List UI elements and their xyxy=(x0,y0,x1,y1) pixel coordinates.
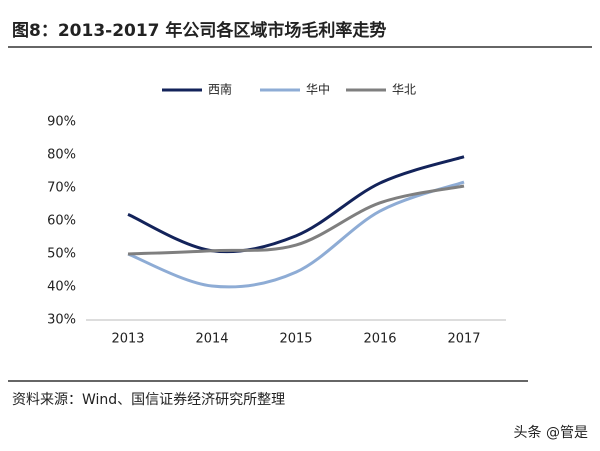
x-tick-label: 2014 xyxy=(195,332,228,347)
x-tick-label: 2017 xyxy=(447,332,480,347)
y-tick-label: 30% xyxy=(47,313,76,328)
y-tick-label: 70% xyxy=(47,181,76,196)
series-line xyxy=(127,184,465,256)
legend-label: 西南 xyxy=(208,82,232,97)
x-tick-label: 2016 xyxy=(363,332,396,347)
x-tick-label: 2015 xyxy=(279,332,312,347)
series-line xyxy=(127,155,465,254)
y-tick-label: 80% xyxy=(47,148,76,163)
y-tick-label: 40% xyxy=(47,280,76,295)
x-tick-label: 2013 xyxy=(111,332,144,347)
source-note: 资料来源：Wind、国信证券经济研究所整理 xyxy=(12,392,285,408)
chart-title: 图8：2013-2017 年公司各区域市场毛利率走势 xyxy=(12,20,386,41)
y-tick-label: 60% xyxy=(47,214,76,229)
legend-label: 华中 xyxy=(306,82,330,97)
series-line xyxy=(127,180,465,289)
watermark: 头条 @管是 xyxy=(514,424,588,441)
legend-label: 华北 xyxy=(392,83,416,97)
y-tick-label: 90% xyxy=(47,115,76,130)
y-tick-label: 50% xyxy=(47,247,76,262)
